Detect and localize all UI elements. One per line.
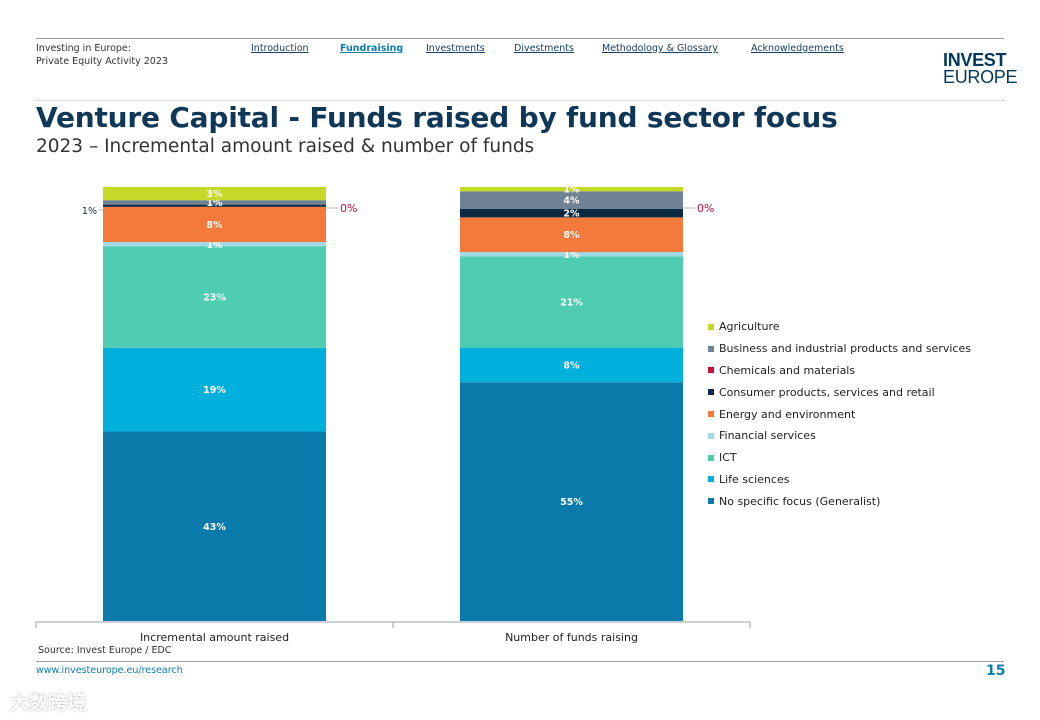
data-label-no-specific-focus-generalist-0: 43% <box>203 522 226 533</box>
legend-item-life-sciences: Life sciences <box>708 469 971 491</box>
legend-swatch <box>708 411 714 418</box>
data-label-ict-1: 21% <box>560 298 583 309</box>
legend-label: No specific focus (Generalist) <box>719 494 881 508</box>
legend-swatch <box>708 389 714 396</box>
data-label-agriculture-1: 1% <box>563 185 580 196</box>
footer-url-link[interactable]: www.investeurope.eu/research <box>36 665 183 676</box>
header-rule <box>36 38 1004 39</box>
bar-segment-consumer-products-services-and-retail-1 <box>460 208 683 218</box>
legend-item-agriculture: Agriculture <box>708 316 971 338</box>
legend-swatch <box>708 323 714 330</box>
bar-segment-no-specific-focus-generalist-0 <box>103 431 326 621</box>
nav-acknowledgements[interactable]: Acknowledgements <box>751 43 844 54</box>
nav-fundraising[interactable]: Fundraising <box>340 43 404 54</box>
data-label-business-and-industrial-products-and-services-1: 4% <box>563 196 580 207</box>
bar-segment-energy-and-environment-0 <box>103 206 326 243</box>
outside-label-consumer: 1% <box>82 206 97 217</box>
title-divider <box>36 100 1004 101</box>
legend-swatch <box>708 432 714 439</box>
nav-methodology-glossary[interactable]: Methodology & Glossary <box>602 43 719 54</box>
page-subtitle: 2023 – Incremental amount raised & numbe… <box>36 136 535 157</box>
legend-label: Financial services <box>719 429 816 443</box>
invest-europe-logo[interactable]: INVEST EUROPE <box>943 50 1018 87</box>
legend-item-business-and-industrial-products-and-services: Business and industrial products and ser… <box>708 338 971 360</box>
legend-label: ICT <box>719 451 737 465</box>
legend-swatch <box>708 345 714 352</box>
report-title: Investing in Europe: Private Equity Acti… <box>36 42 168 68</box>
nav-investments[interactable]: Investments <box>426 43 485 54</box>
data-label-life-sciences-1: 8% <box>563 360 580 371</box>
data-label-ict-0: 23% <box>203 293 226 304</box>
x-tick-label-1: Number of funds raising <box>505 631 638 644</box>
bar-segment-agriculture-0 <box>103 187 326 201</box>
data-label-no-specific-focus-generalist-1: 55% <box>560 497 583 508</box>
bar-segment-life-sciences-1 <box>460 347 683 383</box>
legend-item-financial-services: Financial services <box>708 425 971 447</box>
bar-segment-no-specific-focus-generalist-1 <box>460 382 683 621</box>
nav-divestments[interactable]: Divestments <box>514 43 574 54</box>
nav-introduction[interactable]: Introduction <box>251 43 309 54</box>
logo-line1: INVEST <box>943 50 1007 70</box>
bar-segment-financial-services-1 <box>460 252 683 257</box>
bar-segment-ict-0 <box>103 246 326 348</box>
legend-swatch <box>708 476 714 483</box>
source-note: Source: Invest Europe / EDC <box>38 645 172 656</box>
x-tick-label-0: Incremental amount raised <box>140 631 289 644</box>
data-label-consumer-products-services-and-retail-1: 2% <box>563 209 580 220</box>
legend-label: Business and industrial products and ser… <box>719 342 971 356</box>
data-label-energy-and-environment-0: 8% <box>206 220 223 231</box>
logo-line2: EUROPE <box>943 67 1018 87</box>
legend-item-ict: ICT <box>708 447 971 469</box>
legend-label: Chemicals and materials <box>719 363 856 377</box>
legend-swatch <box>708 367 714 374</box>
data-label-chemicals-and-materials-0: 0% <box>340 202 357 215</box>
watermark-text: 大数跨境 <box>10 692 87 714</box>
data-label-financial-services-0: 1% <box>206 240 223 251</box>
legend-label: Agriculture <box>719 320 780 334</box>
page-number: 15 <box>986 663 1006 679</box>
bar-segment-consumer-products-services-and-retail-0 <box>103 204 326 207</box>
data-label-business-and-industrial-products-and-services-0: 1% <box>206 198 223 209</box>
data-label-chemicals-and-materials-1: 0% <box>697 202 714 215</box>
bar-segment-ict-1 <box>460 256 683 348</box>
bar-segment-life-sciences-0 <box>103 347 326 432</box>
data-label-agriculture-0: 3% <box>206 189 223 200</box>
data-label-financial-services-1: 1% <box>563 250 580 261</box>
legend-label: Life sciences <box>719 472 790 486</box>
bar-segment-agriculture-1 <box>460 187 683 192</box>
legend-item-chemicals-and-materials: Chemicals and materials <box>708 360 971 382</box>
legend-swatch <box>708 454 714 461</box>
bar-segment-energy-and-environment-1 <box>460 217 683 253</box>
page-title: Venture Capital - Funds raised by fund s… <box>36 101 838 134</box>
chart-legend: Agriculture Business and industrial produ… <box>708 316 971 512</box>
legend-item-energy-and-environment: Energy and environment <box>708 403 971 425</box>
report-title-line2: Private Equity Activity 2023 <box>36 56 168 67</box>
legend-swatch <box>708 498 714 505</box>
data-label-life-sciences-0: 19% <box>203 385 226 396</box>
bar-segment-business-and-industrial-products-and-services-0 <box>103 200 326 205</box>
bar-segment-business-and-industrial-products-and-services-1 <box>460 191 683 209</box>
footer-rule <box>36 661 1004 662</box>
legend-label: Energy and environment <box>719 407 856 421</box>
report-title-line1: Investing in Europe: <box>36 43 131 54</box>
legend-item-consumer-products-services-and-retail: Consumer products, services and retail <box>708 381 971 403</box>
legend-item-no-specific-focus-generalist: No specific focus (Generalist) <box>708 490 971 512</box>
legend-label: Consumer products, services and retail <box>719 385 935 399</box>
bar-segment-financial-services-0 <box>103 242 326 247</box>
data-label-energy-and-environment-1: 8% <box>563 230 580 241</box>
